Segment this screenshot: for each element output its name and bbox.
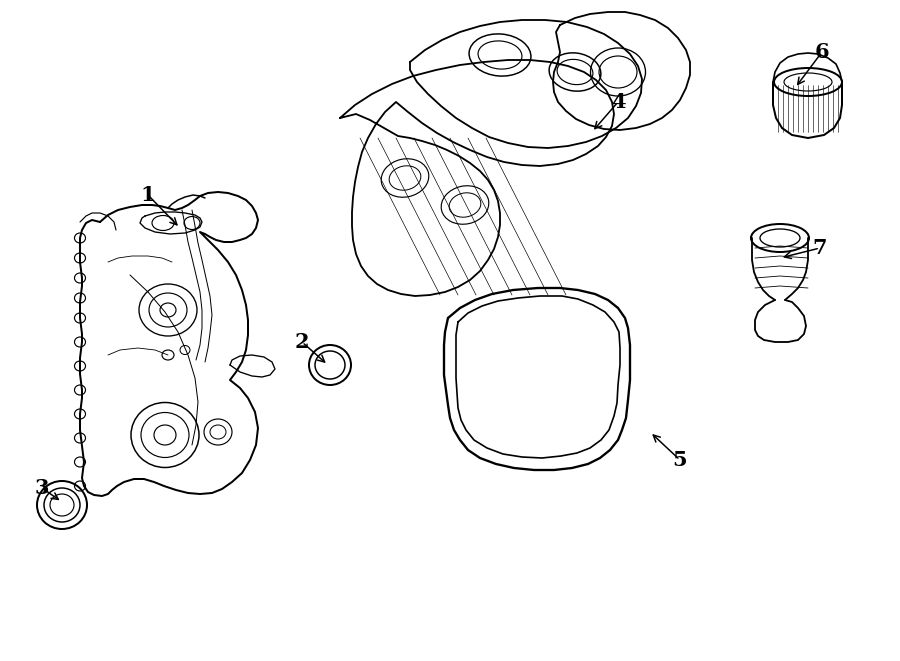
Text: 2: 2	[294, 332, 310, 352]
Text: 7: 7	[813, 238, 827, 258]
Text: 1: 1	[140, 185, 156, 205]
Text: 3: 3	[35, 478, 50, 498]
Text: 4: 4	[611, 92, 625, 112]
Text: 6: 6	[814, 42, 829, 62]
Text: 5: 5	[672, 450, 688, 470]
